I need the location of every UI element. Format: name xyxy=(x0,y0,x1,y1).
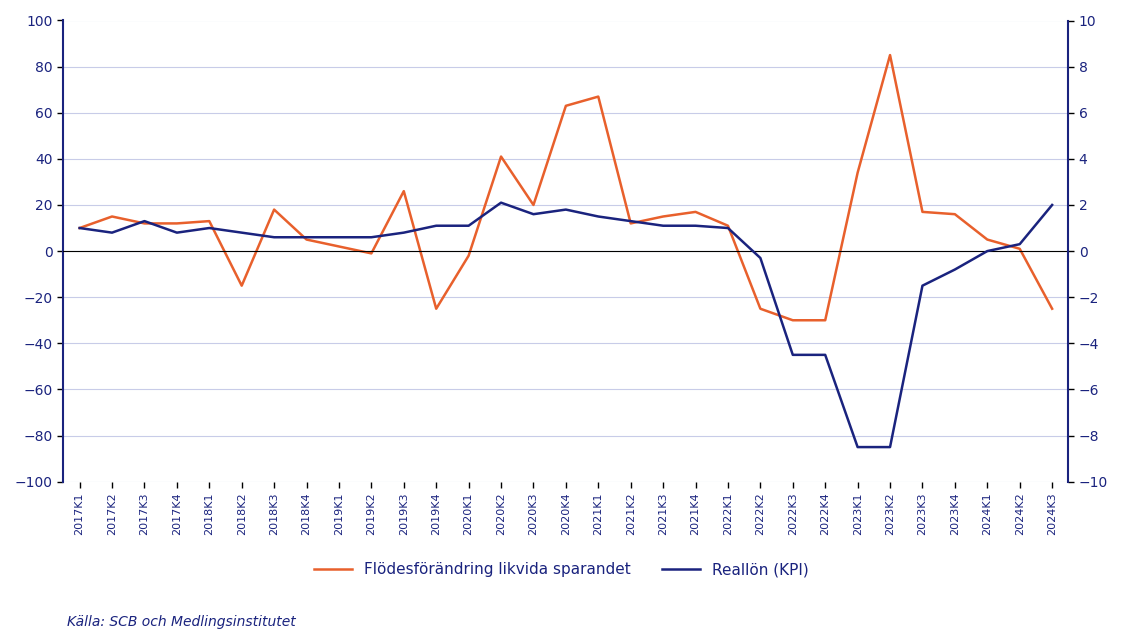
Flödesförändring likvida sparandet xyxy=(754,305,767,313)
Reallön (KPI) xyxy=(688,222,702,229)
Flödesförändring likvida sparandet xyxy=(915,208,929,216)
Reallön (KPI) xyxy=(786,351,800,358)
Reallön (KPI) xyxy=(138,217,152,225)
Flödesförändring likvida sparandet xyxy=(494,153,508,161)
Reallön (KPI) xyxy=(980,247,994,255)
Reallön (KPI) xyxy=(1013,240,1026,248)
Reallön (KPI) xyxy=(300,233,313,241)
Reallön (KPI) xyxy=(721,224,734,232)
Legend: Flödesförändring likvida sparandet, Reallön (KPI): Flödesförändring likvida sparandet, Real… xyxy=(308,556,815,583)
Flödesförändring likvida sparandet xyxy=(267,206,281,214)
Flödesförändring likvida sparandet xyxy=(786,317,800,324)
Line: Reallön (KPI): Reallön (KPI) xyxy=(80,203,1052,447)
Reallön (KPI) xyxy=(202,224,216,232)
Flödesförändring likvida sparandet xyxy=(559,102,573,109)
Flödesförändring likvida sparandet xyxy=(429,305,442,313)
Flödesförändring likvida sparandet xyxy=(1013,245,1026,253)
Reallön (KPI) xyxy=(527,210,540,218)
Reallön (KPI) xyxy=(73,224,86,232)
Reallön (KPI) xyxy=(494,199,508,207)
Flödesförändring likvida sparandet xyxy=(235,282,248,289)
Flödesförändring likvida sparandet xyxy=(300,236,313,243)
Reallön (KPI) xyxy=(948,265,961,273)
Reallön (KPI) xyxy=(332,233,346,241)
Reallön (KPI) xyxy=(915,282,929,289)
Flödesförändring likvida sparandet xyxy=(202,217,216,225)
Reallön (KPI) xyxy=(559,206,573,214)
Reallön (KPI) xyxy=(851,443,865,451)
Flödesförändring likvida sparandet xyxy=(1046,305,1059,313)
Reallön (KPI) xyxy=(398,229,411,236)
Flödesförändring likvida sparandet xyxy=(462,252,475,260)
Reallön (KPI) xyxy=(624,217,638,225)
Reallön (KPI) xyxy=(171,229,184,236)
Flödesförändring likvida sparandet xyxy=(721,222,734,229)
Reallön (KPI) xyxy=(754,254,767,262)
Reallön (KPI) xyxy=(1046,201,1059,209)
Text: Källa: SCB och Medlingsinstitutet: Källa: SCB och Medlingsinstitutet xyxy=(67,615,296,629)
Line: Flödesförändring likvida sparandet: Flödesförändring likvida sparandet xyxy=(80,55,1052,320)
Flödesförändring likvida sparandet xyxy=(527,201,540,209)
Reallön (KPI) xyxy=(235,229,248,236)
Flödesförändring likvida sparandet xyxy=(73,224,86,232)
Reallön (KPI) xyxy=(819,351,832,358)
Flödesförändring likvida sparandet xyxy=(398,187,411,195)
Flödesförändring likvida sparandet xyxy=(365,250,378,257)
Flödesförändring likvida sparandet xyxy=(138,220,152,228)
Reallön (KPI) xyxy=(429,222,442,229)
Reallön (KPI) xyxy=(462,222,475,229)
Reallön (KPI) xyxy=(884,443,897,451)
Flödesförändring likvida sparandet xyxy=(851,169,865,176)
Reallön (KPI) xyxy=(656,222,669,229)
Reallön (KPI) xyxy=(106,229,119,236)
Flödesförändring likvida sparandet xyxy=(819,317,832,324)
Flödesförändring likvida sparandet xyxy=(656,213,669,221)
Flödesförändring likvida sparandet xyxy=(171,220,184,228)
Flödesförändring likvida sparandet xyxy=(688,208,702,216)
Flödesförändring likvida sparandet xyxy=(884,51,897,59)
Flödesförändring likvida sparandet xyxy=(592,93,605,100)
Reallön (KPI) xyxy=(267,233,281,241)
Flödesförändring likvida sparandet xyxy=(980,236,994,243)
Reallön (KPI) xyxy=(592,213,605,221)
Flödesförändring likvida sparandet xyxy=(106,213,119,221)
Flödesförändring likvida sparandet xyxy=(624,220,638,228)
Flödesförändring likvida sparandet xyxy=(948,210,961,218)
Reallön (KPI) xyxy=(365,233,378,241)
Flödesförändring likvida sparandet xyxy=(332,243,346,250)
